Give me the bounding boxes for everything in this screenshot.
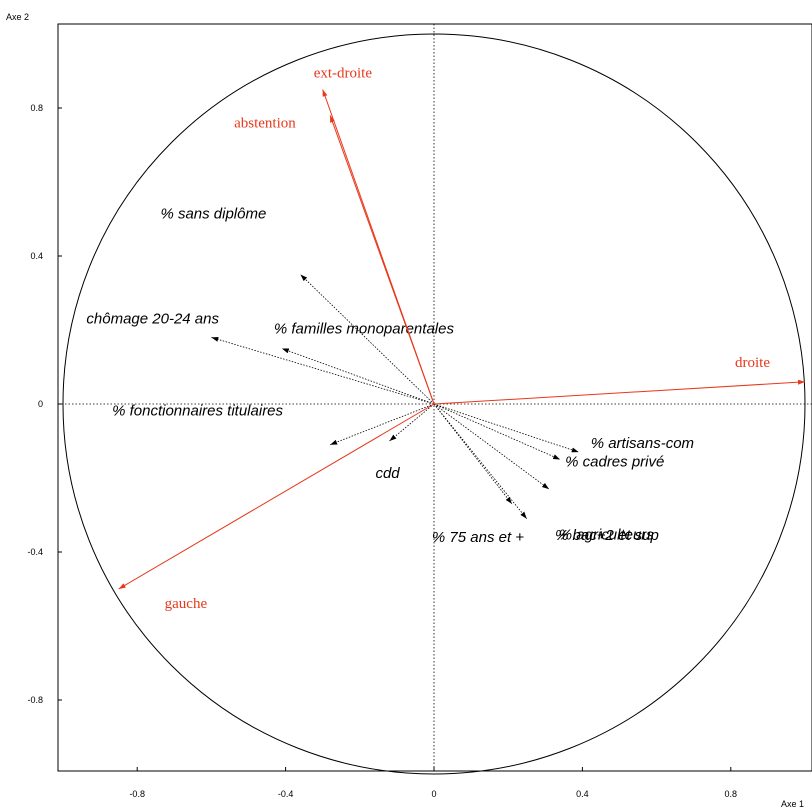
x-tick-label: 0 <box>431 789 436 799</box>
supplementary-arrow <box>281 348 435 405</box>
y-axis-title: Axe 2 <box>6 12 29 22</box>
active-arrow <box>433 379 806 405</box>
active-arrow <box>118 403 435 590</box>
reference-lines <box>58 24 812 771</box>
supplementary-arrow <box>433 403 579 453</box>
supplementary-arrow <box>211 337 435 405</box>
x-tick-label: -0.4 <box>278 789 294 799</box>
supplementary-arrow <box>300 274 435 405</box>
unit-circle-layer <box>62 33 806 775</box>
x-tick-label: -0.8 <box>129 789 145 799</box>
active-label: abstention <box>234 115 296 131</box>
supplementary-label: % bac+2 et sup <box>555 527 659 544</box>
supplementary-arrow <box>433 403 528 519</box>
y-tick-label: 0.8 <box>30 103 43 113</box>
supplementary-arrow <box>389 403 435 442</box>
supplementary-label: % sans diplôme <box>160 206 266 223</box>
supplementary-arrow <box>433 403 550 490</box>
supplementary-arrow <box>433 403 561 460</box>
supplementary-arrow <box>329 403 435 446</box>
supplementary-label: % cadres privé <box>565 454 664 471</box>
active-variables: ext-droite abstention droite gauche <box>118 66 806 612</box>
x-tick-label: 0.4 <box>576 789 589 799</box>
supplementary-label: cdd <box>375 465 400 482</box>
y-tick-label: 0 <box>38 399 43 409</box>
active-label: gauche <box>165 596 208 612</box>
plot-frame <box>57 23 812 772</box>
supplementary-label: % familles monoparentales <box>274 321 455 338</box>
y-tick-label: -0.8 <box>27 695 43 705</box>
unit-circle <box>62 33 806 775</box>
supplementary-arrow <box>433 403 513 505</box>
supplementary-label: % artisans-com <box>591 435 694 452</box>
active-label: droite <box>735 355 770 371</box>
supplementary-variables: % sans diplôme chômage 20-24 ans % famille… <box>86 206 694 546</box>
y-tick-label: -0.4 <box>27 547 43 557</box>
supplementary-label: % 75 ans et + <box>432 529 524 546</box>
tick-layer: -0.8 -0.4 0 0.4 0.8 0.8 0.4 0 -0.4 -0.8 <box>27 103 737 799</box>
supplementary-label: chômage 20-24 ans <box>86 310 219 327</box>
x-axis-title: Axe 1 <box>781 799 804 809</box>
y-tick-label: 0.4 <box>30 251 43 261</box>
supplementary-label: % fonctionnaires titulaires <box>112 403 283 420</box>
supplementary-label: % agriculteurs <box>559 527 655 544</box>
active-arrow <box>329 115 435 405</box>
x-tick-label: 0.8 <box>725 789 738 799</box>
active-label: ext-droite <box>314 66 373 82</box>
